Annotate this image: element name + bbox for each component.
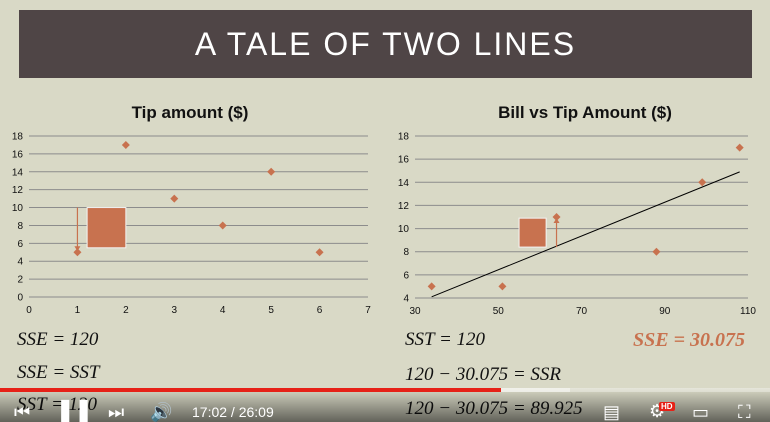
right-y-tick-label: 14 <box>398 178 410 189</box>
subtitles-icon[interactable]: ▤ <box>603 402 621 422</box>
left-x-tick-label: 6 <box>317 305 323 316</box>
left-data-point <box>121 140 130 149</box>
left-y-tick-label: 8 <box>17 221 23 232</box>
right-y-tick-label: 16 <box>398 155 410 166</box>
previous-icon[interactable]: ⏮ <box>14 402 31 422</box>
right-x-tick-label: 70 <box>576 306 588 317</box>
right-y-tick-label: 18 <box>398 132 410 143</box>
right-x-tick-label: 50 <box>493 306 505 317</box>
volume-icon[interactable]: 🔊 <box>150 402 173 422</box>
pause-icon[interactable]: ❚❚ <box>56 397 93 422</box>
left-x-tick-label: 4 <box>220 305 226 316</box>
left-y-tick-label: 0 <box>17 293 23 304</box>
right-squared-residual-box <box>518 217 547 248</box>
fullscreen-icon[interactable]: ⛶ <box>738 402 751 422</box>
left-x-tick-label: 7 <box>365 305 371 316</box>
right-x-tick-label: 30 <box>409 306 421 317</box>
slide-title-banner: A TALE OF TWO LINES <box>19 10 752 78</box>
left-x-tick-label: 5 <box>268 305 274 316</box>
theater-mode-icon[interactable]: ▭ <box>692 402 710 422</box>
equation-right-1: SST = 120 <box>405 329 486 350</box>
right-chart: 4 6 8 10 12 14 16 18 30 50 70 90 110 <box>398 132 757 318</box>
left-y-tick-label: 2 <box>17 275 23 286</box>
time-display: 17:02 / 26:09 <box>192 404 274 420</box>
right-data-point <box>698 178 707 187</box>
right-x-tick-label: 110 <box>740 306 756 317</box>
right-y-tick-label: 12 <box>398 201 410 212</box>
left-y-tick-label: 14 <box>12 167 24 178</box>
right-data-point <box>552 213 561 221</box>
left-data-point <box>73 248 82 257</box>
right-data-point <box>498 282 507 291</box>
right-y-tick-label: 8 <box>403 247 409 258</box>
equation-left-2: SSE = SST <box>17 362 100 383</box>
equation-right-2: 120 − 30.075 = SSR <box>405 364 561 385</box>
right-data-point <box>735 143 744 152</box>
left-data-point <box>218 221 227 230</box>
slide-title: A TALE OF TWO LINES <box>194 26 577 62</box>
left-x-tick-label: 0 <box>26 305 32 316</box>
regression-line <box>431 171 740 298</box>
left-y-tick-label: 10 <box>12 203 24 214</box>
equation-sse-highlight: SSE = 30.075 <box>633 329 745 351</box>
left-y-tick-label: 16 <box>12 149 24 160</box>
left-y-tick-label: 6 <box>17 239 23 250</box>
right-y-tick-label: 4 <box>403 294 409 305</box>
left-y-tick-label: 12 <box>12 185 24 196</box>
right-data-point <box>652 247 661 256</box>
left-data-point <box>315 248 324 257</box>
left-x-tick-label: 1 <box>75 305 81 316</box>
left-x-tick-label: 3 <box>172 305 178 316</box>
progress-played <box>0 388 502 392</box>
left-y-tick-label: 18 <box>12 132 24 143</box>
left-y-tick-label: 4 <box>17 257 23 268</box>
player-controls-bar <box>0 388 770 422</box>
hd-badge: HD <box>659 402 675 411</box>
left-data-point <box>170 194 179 203</box>
left-squared-residual-box <box>86 207 127 249</box>
right-data-point <box>427 282 436 291</box>
progress-bar[interactable] <box>0 388 770 392</box>
right-x-tick-label: 90 <box>659 306 671 317</box>
equation-left-1: SSE = 120 <box>17 329 99 350</box>
left-x-tick-label: 2 <box>123 305 129 316</box>
right-y-tick-label: 6 <box>403 270 409 281</box>
right-chart-title: Bill vs Tip Amount ($) <box>498 103 672 122</box>
left-data-point <box>267 167 276 176</box>
right-y-tick-label: 10 <box>398 224 410 235</box>
left-chart-title: Tip amount ($) <box>131 103 249 122</box>
next-icon[interactable]: ⏭ <box>108 402 125 422</box>
